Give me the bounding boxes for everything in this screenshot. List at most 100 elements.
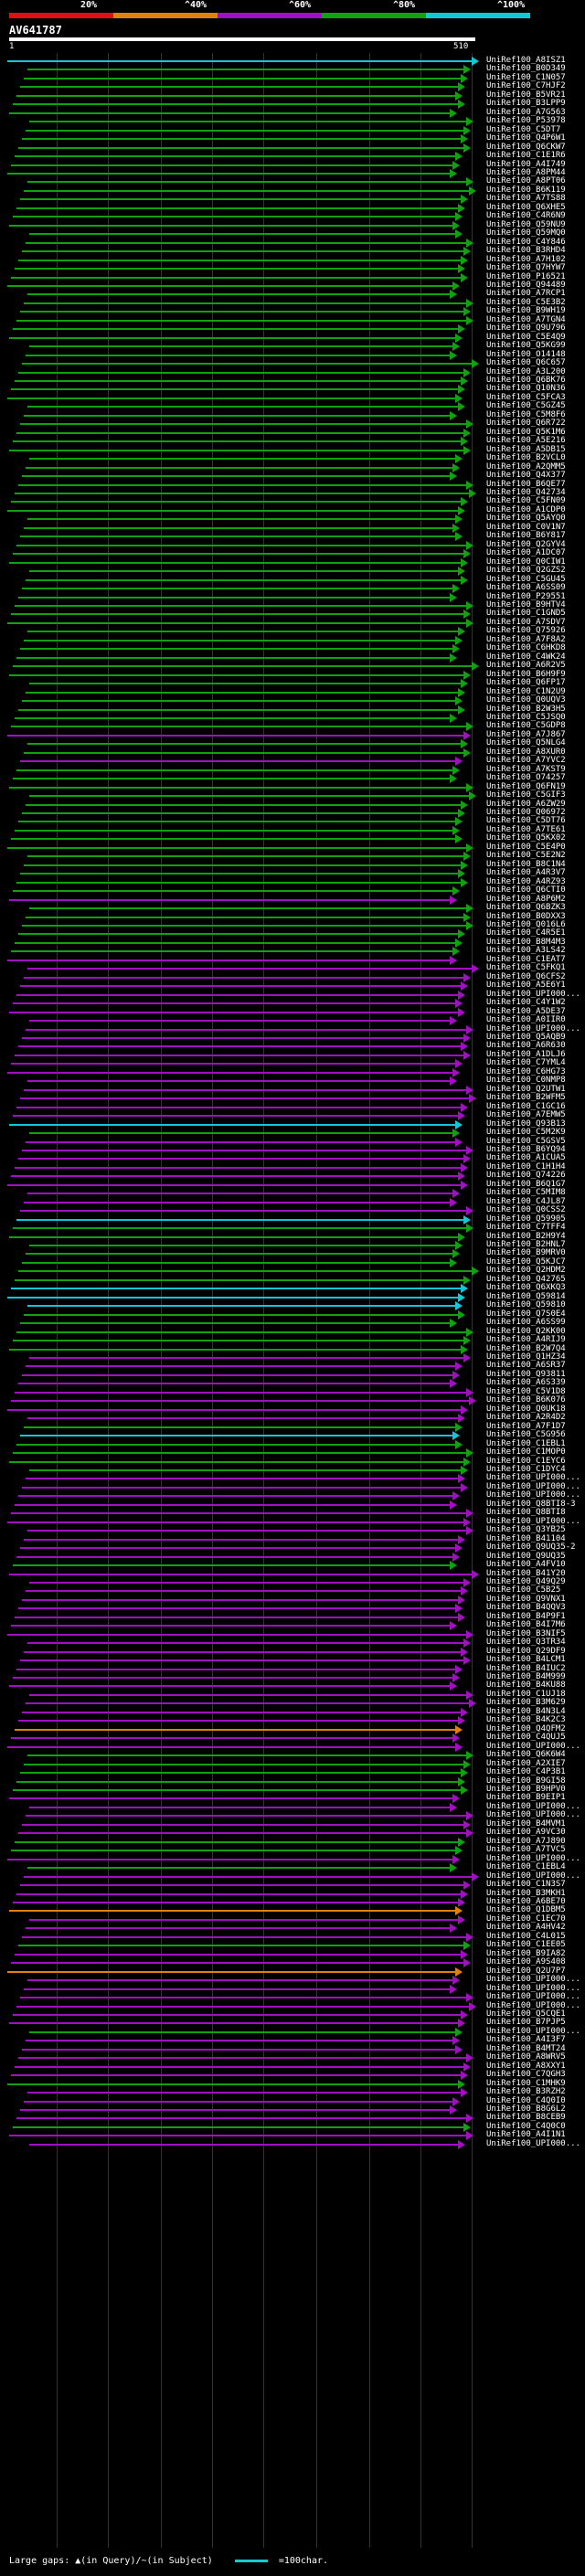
hit-alignment-line[interactable]	[29, 1132, 452, 1134]
hit-accession-link[interactable]: UniRef100_Q9VNX1	[486, 1595, 566, 1604]
hit-alignment-line[interactable]	[16, 994, 458, 996]
hit-alignment-line[interactable]	[16, 320, 466, 322]
hit-alignment-line[interactable]	[7, 1634, 466, 1636]
hit-alignment-line[interactable]	[15, 1392, 466, 1394]
hit-alignment-line[interactable]	[13, 1902, 458, 1903]
hit-accession-link[interactable]: UniRef100_Q2GZS2	[486, 566, 566, 575]
hit-alignment-line[interactable]	[22, 138, 461, 140]
hit-accession-link[interactable]: UniRef100_A2XIE7	[486, 1759, 566, 1768]
hit-alignment-line[interactable]	[16, 95, 455, 97]
hit-alignment-line[interactable]	[7, 1184, 461, 1186]
hit-accession-link[interactable]: UniRef100_C1H1H4	[486, 1162, 566, 1171]
hit-alignment-line[interactable]	[18, 372, 463, 374]
hit-accession-link[interactable]: UniRef100_A5E6Y1	[486, 981, 566, 990]
hit-alignment-line[interactable]	[26, 2040, 452, 2041]
hit-accession-link[interactable]: UniRef100_C1N2U9	[486, 687, 566, 696]
hit-alignment-line[interactable]	[11, 1512, 466, 1514]
hit-alignment-line[interactable]	[13, 1115, 458, 1117]
hit-alignment-line[interactable]	[9, 225, 452, 227]
hit-accession-link[interactable]: UniRef100_C7HJF2	[486, 81, 566, 90]
hit-alignment-line[interactable]	[11, 1625, 450, 1627]
hit-alignment-line[interactable]	[29, 1020, 450, 1022]
hit-accession-link[interactable]: UniRef100_B9GI58	[486, 1776, 566, 1786]
hit-accession-link[interactable]: UniRef100_A1DC07	[486, 548, 566, 557]
hit-alignment-line[interactable]	[24, 78, 461, 80]
hit-accession-link[interactable]: UniRef100_Q42765	[486, 1275, 566, 1284]
hit-alignment-line[interactable]	[15, 1055, 463, 1056]
hit-accession-link[interactable]: UniRef100_C1GC16	[486, 1102, 566, 1111]
hit-accession-link[interactable]: UniRef100_Q6XKQ3	[486, 1283, 566, 1292]
hit-alignment-line[interactable]	[13, 1452, 466, 1454]
hit-accession-link[interactable]: UniRef100_B2VCL0	[486, 453, 566, 462]
hit-accession-link[interactable]: UniRef100_C1N057	[486, 73, 566, 82]
hit-accession-link[interactable]: UniRef100_C1EC70	[486, 1914, 566, 1924]
hit-alignment-line[interactable]	[13, 890, 452, 892]
hit-accession-link[interactable]: UniRef100_Q0UK18	[486, 1405, 566, 1414]
hit-alignment-line[interactable]	[29, 570, 458, 572]
hit-alignment-line[interactable]	[9, 674, 463, 676]
hit-accession-link[interactable]: UniRef100_C5GSV5	[486, 1137, 566, 1146]
hit-alignment-line[interactable]	[13, 2014, 461, 2016]
hit-alignment-line[interactable]	[7, 2083, 458, 2085]
hit-accession-link[interactable]: UniRef100_Q2KK00	[486, 1327, 566, 1336]
hit-accession-link[interactable]: UniRef100_Q9U796	[486, 323, 566, 333]
hit-accession-link[interactable]: UniRef100_B8M4M3	[486, 938, 566, 947]
hit-alignment-line[interactable]	[15, 1167, 461, 1169]
hit-alignment-line[interactable]	[20, 311, 463, 313]
hit-alignment-line[interactable]	[27, 1642, 463, 1644]
hit-accession-link[interactable]: UniRef100_C5GZ45	[486, 401, 566, 410]
hit-accession-link[interactable]: UniRef100_B8G6L2	[486, 2104, 566, 2114]
hit-alignment-line[interactable]	[7, 1971, 455, 1973]
hit-alignment-line[interactable]	[13, 1564, 450, 1566]
hit-alignment-line[interactable]	[15, 942, 455, 944]
hit-accession-link[interactable]: UniRef100_UPI000...	[486, 1742, 580, 1751]
hit-alignment-line[interactable]	[9, 2022, 458, 2024]
hit-accession-link[interactable]: UniRef100_B9MRV0	[486, 1248, 566, 1257]
hit-accession-link[interactable]: UniRef100_A1DLJ6	[486, 1050, 566, 1059]
hit-accession-link[interactable]: UniRef100_C5V1D8	[486, 1387, 566, 1396]
hit-accession-link[interactable]: UniRef100_Q5KG99	[486, 341, 566, 350]
hit-accession-link[interactable]: UniRef100_UPI000...	[486, 1473, 580, 1482]
hit-accession-link[interactable]: UniRef100_A3LS42	[486, 946, 566, 955]
hit-accession-link[interactable]: UniRef100_C5GDP8	[486, 721, 566, 730]
hit-accession-link[interactable]: UniRef100_C5GU45	[486, 575, 566, 584]
hit-alignment-line[interactable]	[11, 1850, 455, 1851]
hit-alignment-line[interactable]	[20, 1435, 452, 1436]
hit-alignment-line[interactable]	[22, 588, 452, 589]
hit-accession-link[interactable]: UniRef100_B8C1N4	[486, 860, 566, 869]
hit-alignment-line[interactable]	[9, 112, 450, 114]
hit-accession-link[interactable]: UniRef100_UPI000...	[486, 2139, 580, 2148]
hit-accession-link[interactable]: UniRef100_A6SS99	[486, 1318, 566, 1327]
hit-accession-link[interactable]: UniRef100_A7G563	[486, 108, 566, 117]
hit-accession-link[interactable]: UniRef100_C1MOP0	[486, 1447, 566, 1457]
hit-alignment-line[interactable]	[24, 1314, 458, 1316]
hit-alignment-line[interactable]	[27, 1530, 466, 1532]
hit-accession-link[interactable]: UniRef100_A5DB15	[486, 445, 566, 454]
hit-accession-link[interactable]: UniRef100_C6HKD8	[486, 643, 566, 652]
hit-alignment-line[interactable]	[26, 804, 461, 806]
hit-accession-link[interactable]: UniRef100_Q5CQE1	[486, 2009, 566, 2019]
hit-alignment-line[interactable]	[18, 1720, 458, 1722]
hit-alignment-line[interactable]	[11, 1175, 458, 1177]
hit-accession-link[interactable]: UniRef100_UPI000...	[486, 2027, 580, 2036]
hit-alignment-line[interactable]	[22, 1824, 463, 1826]
hit-alignment-line[interactable]	[11, 838, 455, 840]
hit-alignment-line[interactable]	[15, 1279, 463, 1281]
hit-alignment-line[interactable]	[18, 1945, 463, 1946]
hit-accession-link[interactable]: UniRef100_Q0CSS2	[486, 1205, 566, 1214]
hit-alignment-line[interactable]	[18, 1158, 463, 1160]
hit-accession-link[interactable]: UniRef100_Q4QFM2	[486, 1724, 566, 1733]
hit-accession-link[interactable]: UniRef100_A8PT06	[486, 176, 566, 186]
hit-accession-link[interactable]: UniRef100_B2HNL7	[486, 1240, 566, 1249]
hit-alignment-line[interactable]	[18, 1495, 452, 1497]
hit-alignment-line[interactable]	[13, 1677, 452, 1679]
hit-alignment-line[interactable]	[24, 1764, 463, 1765]
hit-alignment-line[interactable]	[16, 1893, 461, 1895]
hit-accession-link[interactable]: UniRef100_C5M2K9	[486, 1128, 566, 1137]
hit-alignment-line[interactable]	[13, 553, 463, 555]
hit-accession-link[interactable]: UniRef100_Q94489	[486, 281, 566, 290]
hit-accession-link[interactable]: UniRef100_C4QUJ5	[486, 1733, 566, 1742]
hit-accession-link[interactable]: UniRef100_A9S408	[486, 1957, 566, 1966]
hit-alignment-line[interactable]	[20, 760, 455, 762]
hit-alignment-line[interactable]	[24, 640, 455, 641]
